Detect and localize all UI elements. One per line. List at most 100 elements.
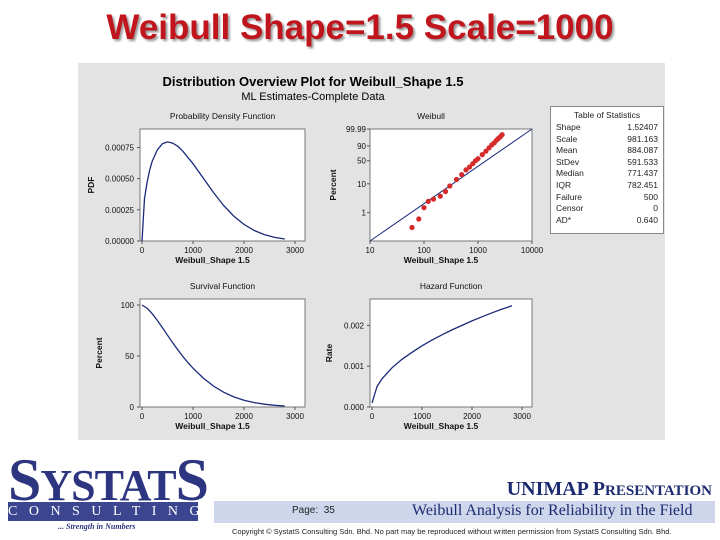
slide-title: Weibull Shape=1.5 Scale=1000	[106, 8, 614, 47]
x-tick-label: 1000	[413, 412, 431, 421]
statistics-label: Censor	[556, 203, 584, 214]
statistics-value: 591.533	[627, 156, 658, 167]
plot-area	[139, 298, 306, 408]
statistics-row: Scale 981.163	[551, 134, 663, 146]
x-tick-label: 2000	[463, 412, 481, 421]
x-tick-label: 10	[366, 246, 375, 255]
y-tick-label: 99.99	[346, 125, 367, 134]
copyright-notice: Copyright © SystatS Consulting Sdn. Bhd.…	[232, 527, 672, 536]
x-tick-label: 3000	[286, 412, 304, 421]
plot-title: Probability Density Function	[170, 111, 276, 121]
data-point	[421, 205, 427, 211]
data-point	[467, 164, 473, 170]
statistics-label: IQR	[556, 179, 572, 190]
consulting-bar	[8, 502, 198, 521]
figure-title: Distribution Overview Plot for Weibull_S…	[162, 74, 464, 89]
curve-line	[371, 305, 513, 404]
y-tick-label: 0.00025	[105, 206, 134, 215]
x-tick-label: 100	[417, 246, 431, 255]
statistics-value: 1.52407	[627, 122, 658, 132]
y-tick-label: 1	[362, 209, 367, 218]
statistics-row: StDev 591.533	[551, 157, 663, 169]
data-point	[459, 172, 465, 178]
statistics-value: 981.163	[627, 133, 658, 144]
data-point	[442, 188, 449, 195]
data-point	[447, 183, 453, 189]
statistics-value: 0	[653, 203, 658, 214]
consulting-text: CONSULTING	[8, 504, 212, 519]
x-tick-label: 1000	[184, 412, 202, 421]
statistics-label: Failure	[556, 191, 582, 202]
y-tick-label: 0	[130, 403, 135, 412]
plot-title: Hazard Function	[420, 281, 483, 291]
data-point	[425, 198, 431, 204]
x-axis-label: Weibull_Shape 1.5	[175, 255, 250, 265]
x-tick-label: 0	[370, 412, 375, 421]
x-tick-label: 0	[140, 246, 145, 255]
chart-canvas: Probability Density Function Weibull_Shap…	[86, 111, 544, 431]
data-point	[437, 193, 443, 199]
statistics-value: 771.437	[627, 168, 658, 179]
statistics-value: 782.451	[627, 179, 658, 190]
y-tick-label: 100	[121, 301, 135, 310]
data-point	[409, 224, 415, 231]
distribution-overview-figure: Distribution Overview Plot for Weibull_S…	[78, 63, 665, 440]
y-tick-label: 0.001	[344, 362, 365, 371]
figure-subtitle: ML Estimates-Complete Data	[241, 91, 385, 103]
x-tick-label: 2000	[235, 412, 253, 421]
presentation-label: UNIMAP PRESENTATION	[507, 478, 712, 501]
curve-line	[141, 141, 285, 242]
statistics-label: Shape	[556, 122, 581, 132]
statistics-label: Median	[556, 168, 584, 179]
statistics-row: IQR 782.451	[551, 180, 663, 192]
y-tick-label: 50	[357, 157, 366, 166]
y-axis-label: Rate	[324, 344, 334, 363]
data-point	[453, 176, 460, 183]
x-tick-label: 1000	[184, 246, 202, 255]
data-point	[479, 152, 485, 158]
data-point	[463, 167, 469, 173]
statistics-row: Censor 0	[551, 203, 663, 215]
statistics-row: Failure 500	[551, 192, 663, 204]
statistics-value: 884.087	[627, 145, 658, 156]
footer-title: Weibull Analysis for Reliability in the …	[412, 502, 693, 519]
statistics-label: Scale	[556, 133, 578, 144]
curve-line	[141, 304, 285, 407]
y-tick-label: 0.00075	[105, 143, 134, 152]
data-point	[416, 216, 422, 222]
x-tick-label: 2000	[235, 246, 253, 255]
y-axis-label: Percent	[94, 337, 104, 368]
y-tick-label: 0.00000	[105, 237, 134, 246]
statistics-value: 500	[643, 191, 658, 202]
y-tick-label: 90	[357, 142, 366, 151]
page-number-value: 35	[323, 505, 335, 516]
plot-area	[139, 128, 306, 242]
x-tick-label: 3000	[513, 412, 531, 421]
statistics-label: AD*	[556, 214, 572, 225]
presentation-lead: UNIMAP P	[506, 478, 606, 500]
statistics-table: Table of Statistics Shape 1.52407 Scale 981…	[550, 106, 664, 234]
x-tick-label: 1000	[469, 246, 487, 255]
statistics-table-title: Table of Statistics	[573, 110, 641, 120]
x-axis-label: Weibull_Shape 1.5	[175, 421, 250, 431]
x-tick-label: 3000	[286, 246, 304, 255]
y-tick-label: 0.000	[344, 403, 365, 412]
plot-title: Weibull	[417, 111, 445, 121]
page-label-text: Page:	[292, 505, 319, 516]
page-number: Page: 35	[292, 505, 335, 516]
data-point	[483, 148, 489, 154]
statistics-value: 0.640	[636, 214, 658, 225]
presentation-rest: RESENTATION	[605, 483, 712, 499]
x-tick-label: 0	[140, 412, 145, 421]
statistics-row: AD* 0.640	[551, 215, 663, 227]
x-axis-label: Weibull_Shape 1.5	[404, 421, 479, 431]
plot-area	[369, 298, 533, 408]
statistics-label: Mean	[556, 145, 578, 156]
footer-bar	[214, 501, 715, 523]
tagline: ... Strength in Numbers	[58, 522, 136, 531]
plot-title: Survival Function	[190, 281, 255, 291]
y-tick-label: 0.002	[344, 321, 365, 330]
y-axis-label: PDF	[86, 177, 96, 194]
statistics-row: Median 771.437	[551, 168, 663, 180]
data-point	[430, 196, 437, 202]
